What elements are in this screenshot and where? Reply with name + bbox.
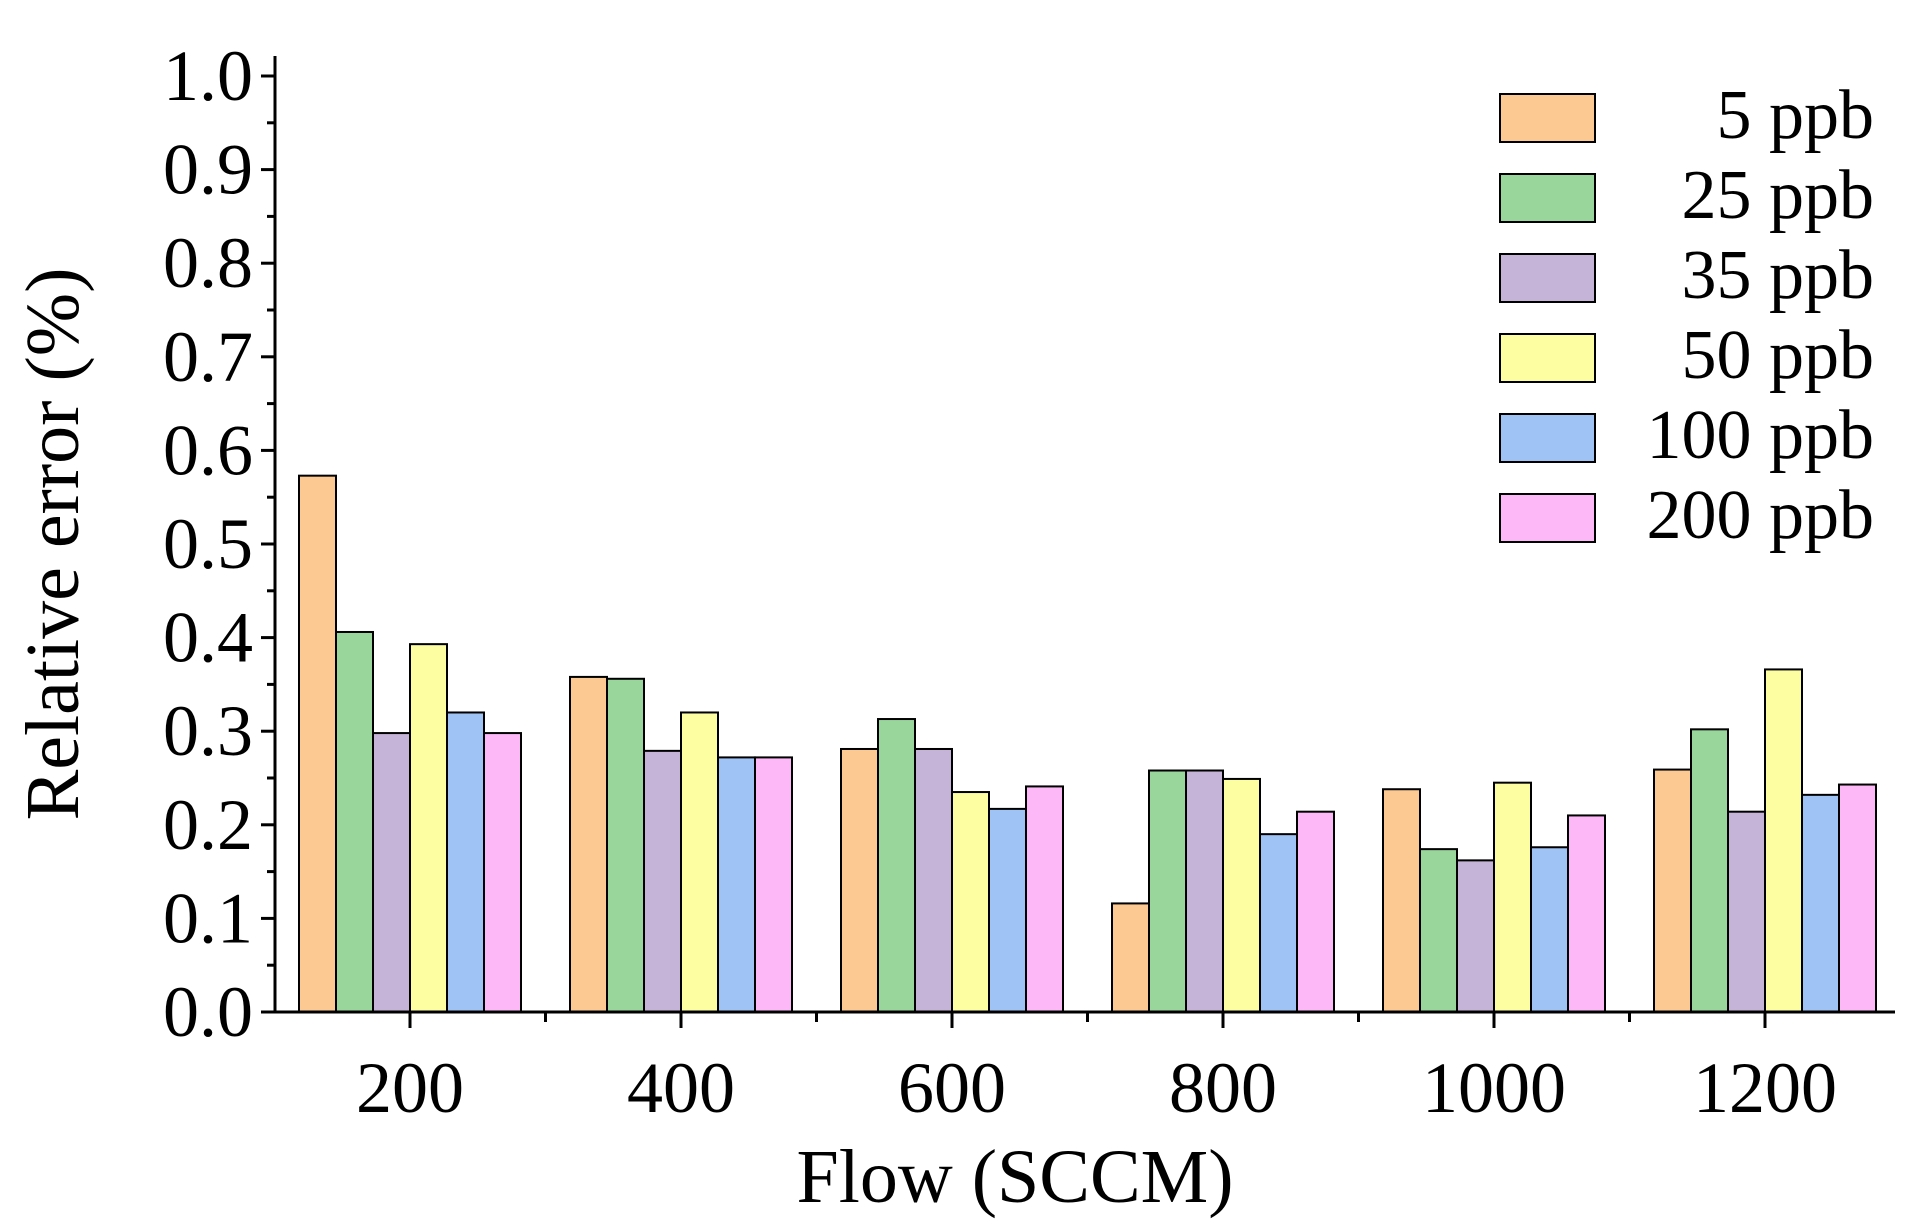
x-tick-label: 200 [356,1048,464,1128]
y-axis-title: Relative error (%) [11,268,95,821]
legend-label: 50 ppb [1682,317,1875,394]
x-tick-label: 400 [627,1048,735,1128]
bar-35ppb-1000 [1456,859,1495,1013]
bar-25ppb-600 [877,718,916,1013]
bar-50ppb-200 [409,643,448,1013]
y-tick-label: 0.3 [163,691,253,771]
bar-200ppb-1000 [1567,814,1606,1013]
bar-5ppb-200 [298,474,337,1013]
legend-swatch [1499,93,1596,143]
legend-label: 100 ppb [1647,397,1875,474]
legend-label: 35 ppb [1682,237,1875,314]
bar-200ppb-800 [1296,810,1335,1013]
x-tick-label: 1000 [1422,1048,1566,1128]
y-tick-label: 0.0 [163,972,253,1052]
legend-swatch [1499,413,1596,463]
bar-50ppb-600 [951,791,990,1013]
y-tick-label: 0.9 [163,130,253,210]
y-tick-label: 0.5 [163,504,253,584]
bar-25ppb-800 [1148,769,1187,1014]
x-ticks: 200 400 600 800 1000 1200 [356,1012,1837,1128]
bar-25ppb-1200 [1690,728,1729,1013]
bar-5ppb-800 [1111,902,1150,1014]
legend-label: 5 ppb [1717,77,1875,154]
bar-35ppb-200 [372,732,411,1014]
x-axis-title: Flow (SCCM) [796,1135,1233,1219]
x-tick-label: 1200 [1693,1048,1837,1128]
bar-35ppb-800 [1185,769,1224,1014]
bar-25ppb-400 [606,677,645,1013]
bar-200ppb-600 [1025,785,1064,1014]
legend-swatch [1499,493,1596,543]
legend-label: 25 ppb [1682,157,1875,234]
bar-5ppb-1200 [1653,768,1692,1013]
bar-35ppb-600 [914,747,953,1013]
bar-50ppb-400 [680,711,719,1013]
bar-200ppb-400 [754,756,793,1014]
bar-5ppb-1000 [1382,788,1421,1013]
x-tick-label: 800 [1169,1048,1277,1128]
bar-50ppb-800 [1222,777,1261,1013]
y-tick-label: 0.1 [163,878,253,958]
bar-100ppb-600 [988,807,1027,1013]
x-tick-label: 600 [898,1048,1006,1128]
y-tick-label: 0.7 [163,317,253,397]
bar-25ppb-1000 [1419,848,1458,1013]
bar-100ppb-200 [446,711,485,1013]
bar-50ppb-1200 [1764,668,1803,1013]
bar-200ppb-1200 [1838,783,1877,1013]
bar-200ppb-200 [483,732,522,1014]
y-ticks: 0.0 0.1 0.2 0.3 0.4 0.5 0.6 0.7 0.8 0.9 1.0 [163,36,275,1052]
legend-swatch [1499,253,1596,303]
bar-100ppb-800 [1259,833,1298,1013]
y-tick-label: 0.2 [163,785,253,865]
bar-25ppb-200 [335,630,374,1013]
bar-100ppb-1200 [1801,793,1840,1014]
bar-100ppb-1000 [1530,846,1569,1013]
legend-swatch [1499,173,1596,223]
y-tick-label: 0.8 [163,223,253,303]
bar-50ppb-1000 [1493,781,1532,1013]
bar-100ppb-400 [717,756,756,1014]
bar-35ppb-1200 [1727,810,1766,1013]
legend-swatch [1499,333,1596,383]
legend-label: 200 ppb [1647,477,1875,554]
bar-5ppb-600 [840,747,879,1013]
bar-5ppb-400 [569,675,608,1013]
y-tick-label: 0.6 [163,410,253,490]
y-tick-label: 0.4 [163,598,253,678]
bar-35ppb-400 [643,749,682,1014]
bar-group [298,474,1877,1014]
y-tick-label: 1.0 [163,36,253,116]
